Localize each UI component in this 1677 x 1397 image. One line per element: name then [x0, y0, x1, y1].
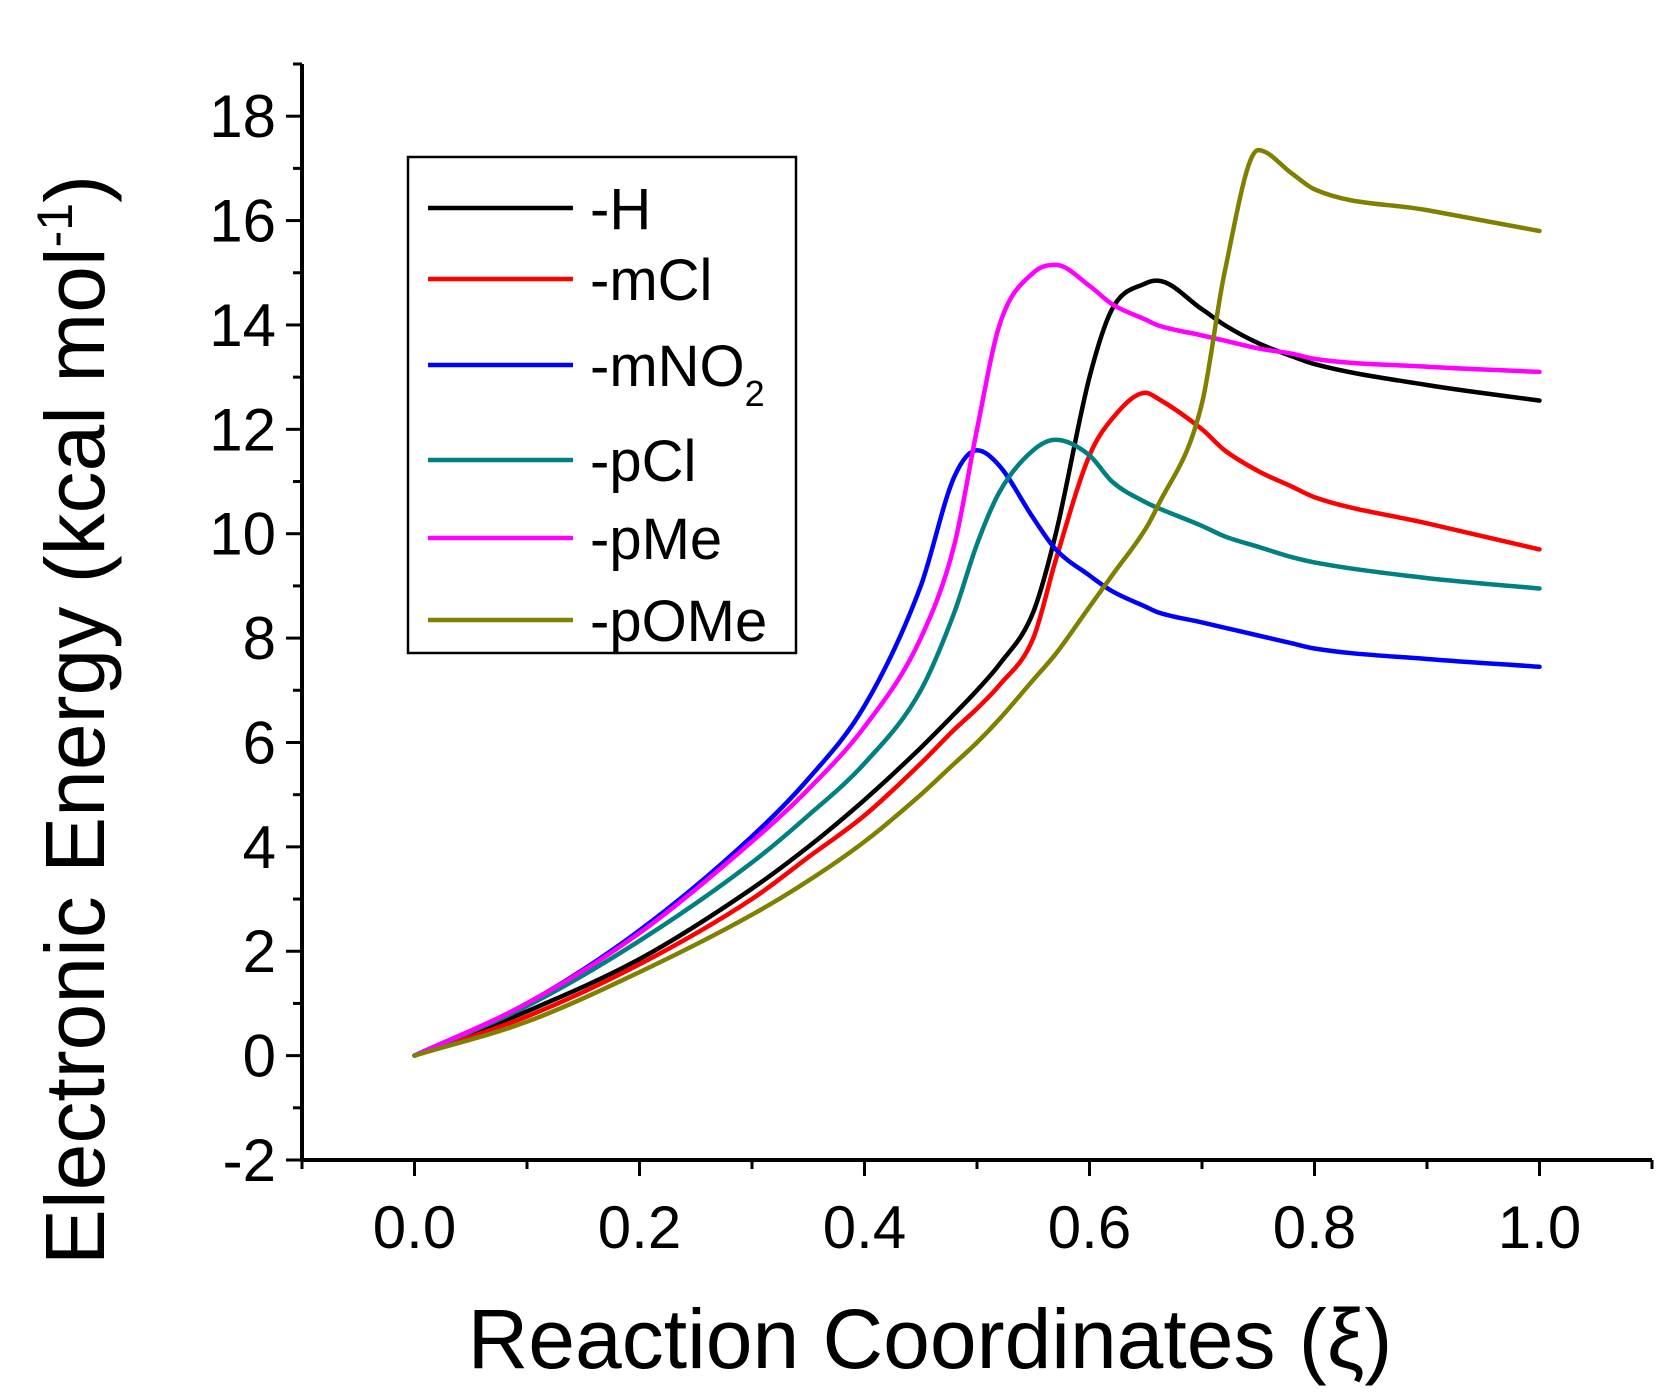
y-axis-label-main: Electronic Energy (kcal mol	[28, 247, 122, 1265]
y-tick-label: 8	[243, 605, 276, 672]
series-line-mno2	[412, 447, 1542, 1058]
y-tick-label: 0	[243, 1023, 276, 1090]
y-axis-label: Electronic Energy (kcal mol-1)	[27, 175, 122, 1265]
x-axis-label: Reaction Coordinates (ξ)	[468, 1292, 1393, 1386]
y-axis-label-superscript: -1	[27, 203, 83, 247]
axes: 0.0 0.2 0.4 0.6 0.8 1.0 -2 0 2 4 6 8 10 12 14 16 18	[209, 62, 1654, 1261]
y-tick-label: -2	[223, 1127, 276, 1194]
series-line-pome	[412, 147, 1542, 1058]
y-tick-label: 4	[243, 814, 276, 881]
legend-label-mcl: -mCl	[590, 248, 712, 313]
y-tick-label: 6	[243, 709, 276, 776]
x-tick-label: 0.2	[598, 1194, 681, 1261]
legend-label-pme: -pMe	[590, 507, 722, 572]
series-line-mcl	[412, 390, 1542, 1058]
legend-label-h: -H	[590, 177, 651, 242]
legend-label-mno2: -mNO2	[590, 334, 765, 414]
x-tick-label: 0.4	[823, 1194, 906, 1261]
legend-label-pome: -pOMe	[590, 589, 767, 654]
y-tick-label: 12	[209, 396, 276, 463]
y-tick-label: 2	[243, 918, 276, 985]
x-tick-label: 1.0	[1498, 1194, 1581, 1261]
y-axis-label-close: )	[28, 175, 122, 203]
x-tick-label: 0.6	[1048, 1194, 1131, 1261]
series-line-pme	[412, 262, 1542, 1058]
x-tick-label: 0.0	[373, 1194, 456, 1261]
legend-label-pcl: -pCl	[590, 429, 696, 494]
y-tick-label: 18	[209, 83, 276, 150]
legend: -H-mCl -mNO2 -pCl -pMe -pOMe	[406, 155, 798, 655]
y-tick-label: 14	[209, 292, 276, 359]
x-tick-label: 0.8	[1273, 1194, 1356, 1261]
legend-box	[406, 155, 798, 655]
series-line-pcl	[412, 437, 1542, 1058]
y-tick-label: 10	[209, 501, 276, 568]
y-tick-label: 16	[209, 188, 276, 255]
svg-text:Electronic Energy (kcal mol-1): Electronic Energy (kcal mol-1)	[27, 175, 122, 1265]
series-lines	[412, 147, 1542, 1058]
